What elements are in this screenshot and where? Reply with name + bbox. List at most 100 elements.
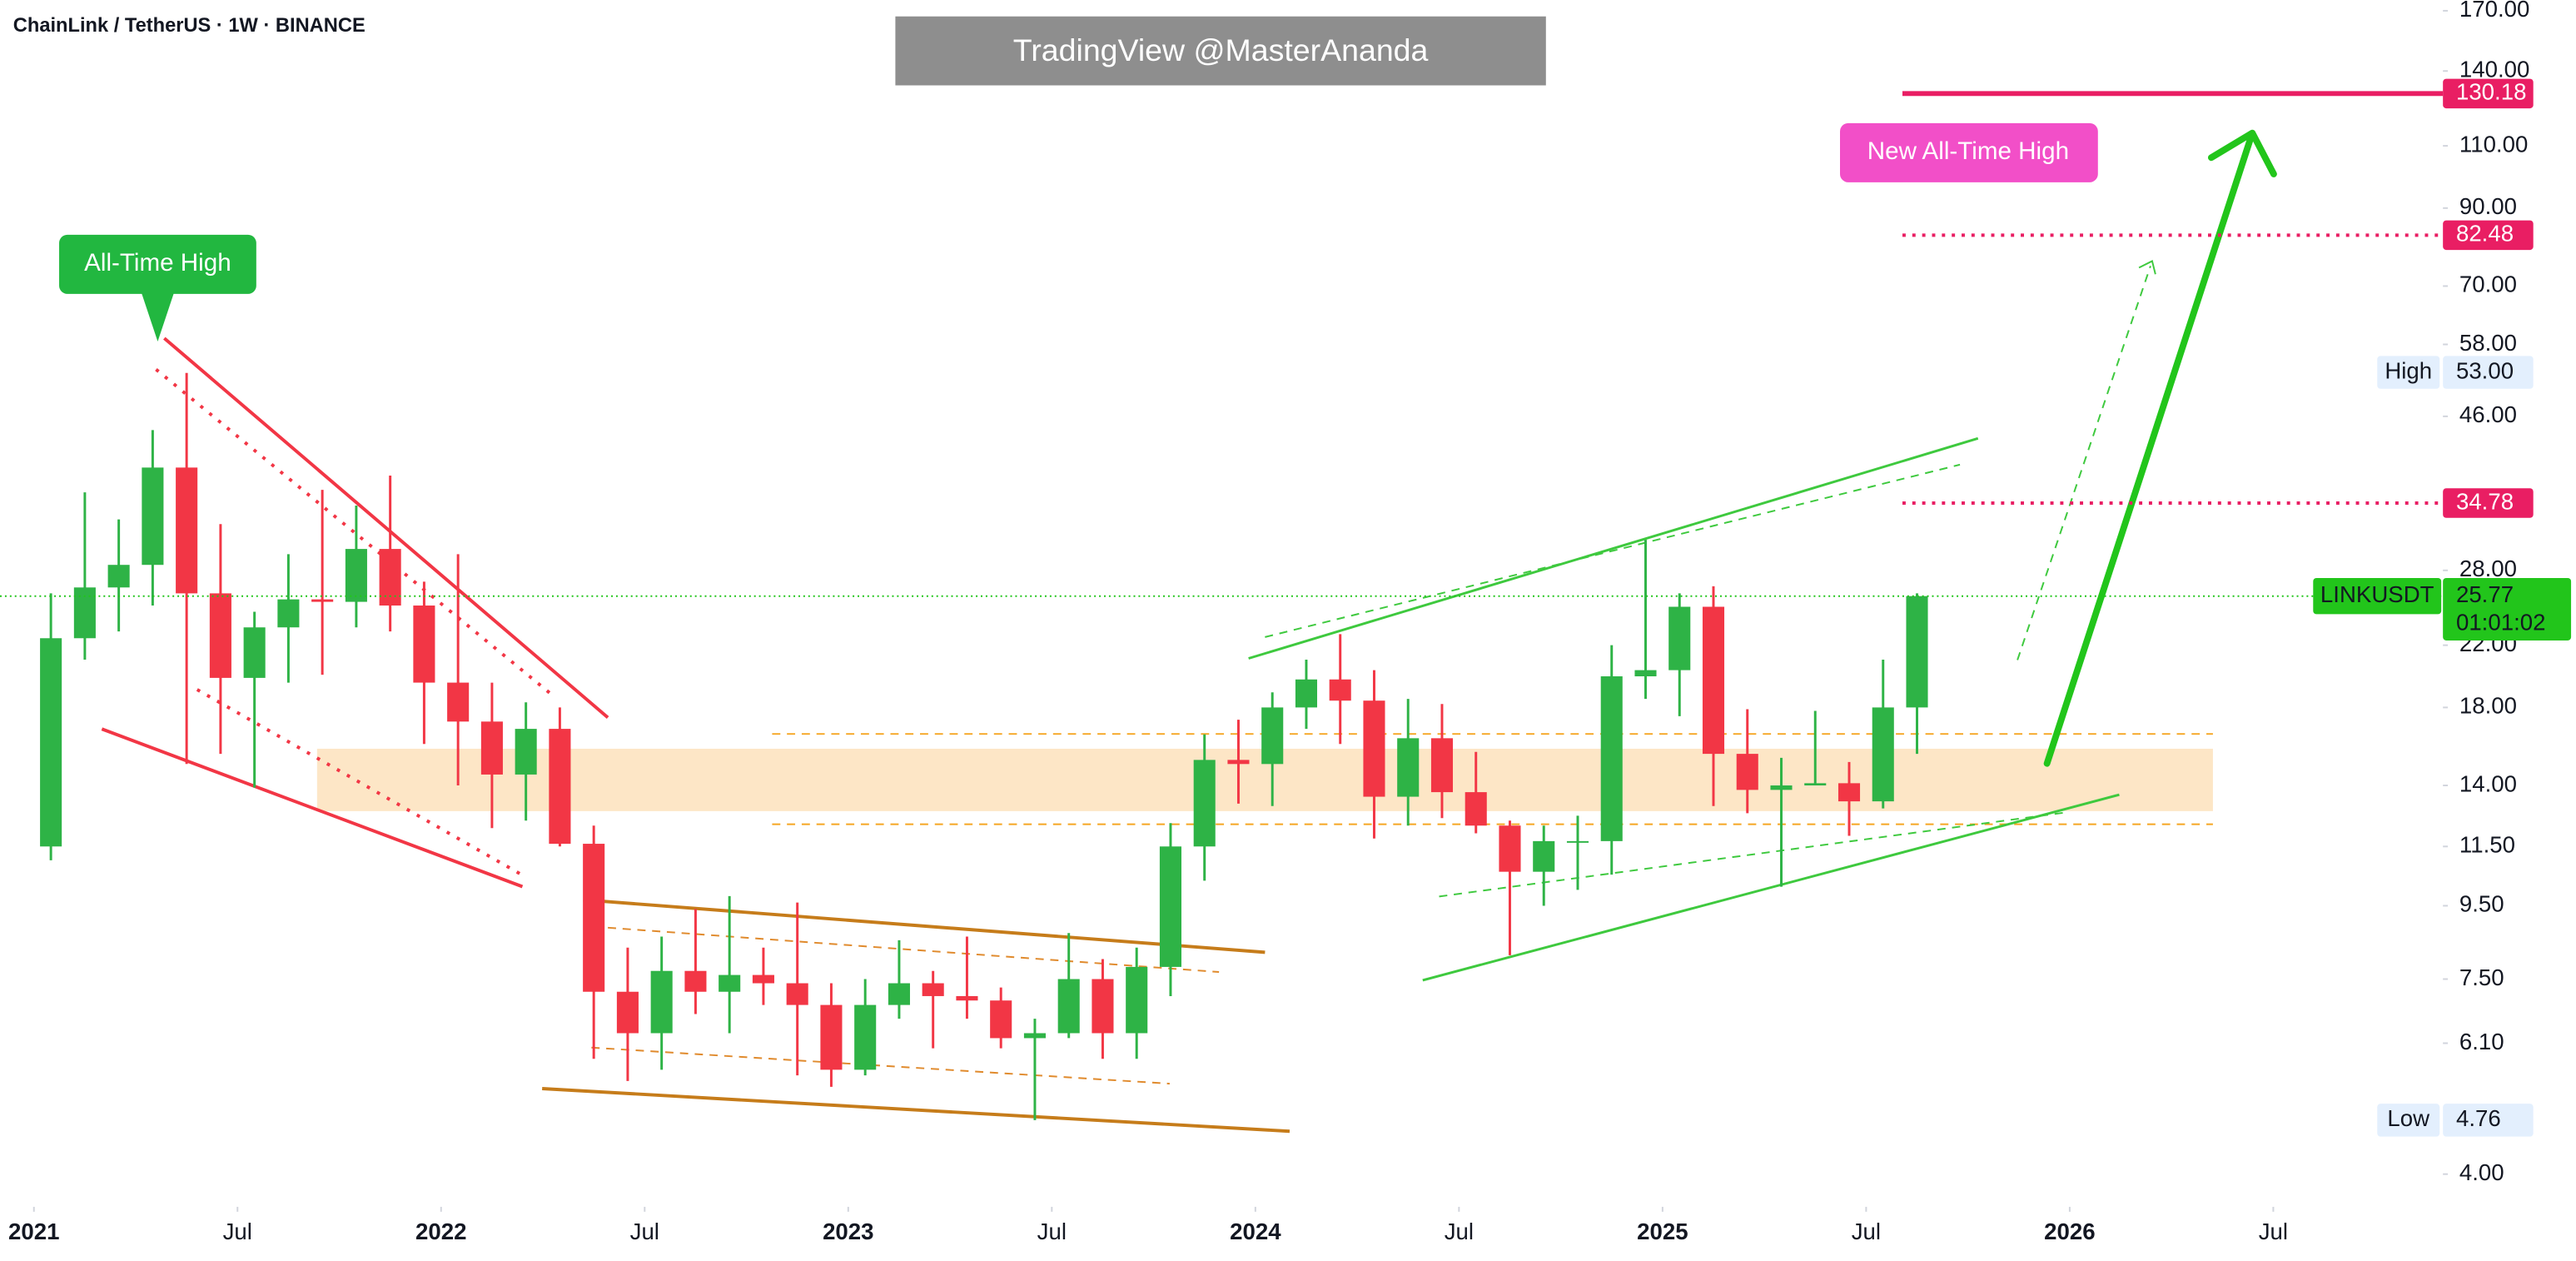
candle-body bbox=[616, 991, 639, 1034]
y-tick-label: 14.00 bbox=[2459, 770, 2517, 796]
candle-body bbox=[209, 593, 231, 678]
candles bbox=[40, 372, 1928, 1120]
callout-pointer bbox=[141, 292, 175, 342]
candle-body bbox=[176, 467, 198, 594]
candle-body bbox=[1227, 760, 1250, 765]
price-label-name: High bbox=[2385, 357, 2432, 383]
callout-text: All-Time High bbox=[84, 249, 231, 277]
candle-body bbox=[1397, 738, 1420, 797]
callout bbox=[59, 234, 256, 294]
watermark-box bbox=[895, 16, 1546, 86]
candle-body bbox=[40, 638, 62, 847]
projection-arrow-head bbox=[2138, 260, 2156, 275]
candle-body bbox=[1736, 754, 1758, 790]
candle-body bbox=[243, 627, 266, 678]
y-tick-label: 4.00 bbox=[2459, 1159, 2504, 1185]
trend-line bbox=[101, 727, 524, 889]
candle-body bbox=[684, 970, 707, 992]
candle-body bbox=[73, 587, 96, 639]
y-tick-label: 28.00 bbox=[2459, 556, 2517, 581]
level-badge bbox=[2443, 220, 2534, 251]
x-tick-label: 2024 bbox=[1230, 1219, 1281, 1244]
channel-line bbox=[1248, 436, 1979, 660]
x-tick-label: 2022 bbox=[415, 1219, 466, 1244]
price-label-name: Low bbox=[2387, 1105, 2429, 1131]
candle-body bbox=[1193, 760, 1216, 847]
last-price-badge bbox=[2443, 578, 2572, 640]
level-label: 130.18 bbox=[2456, 79, 2526, 105]
candle-body bbox=[1295, 679, 1318, 708]
candle-body bbox=[1023, 1033, 1046, 1039]
symbol-label: LINKUSDT bbox=[2320, 581, 2434, 607]
candle-body bbox=[1126, 966, 1148, 1034]
candle-body bbox=[1261, 707, 1284, 765]
y-tick-label: 170.00 bbox=[2459, 0, 2529, 22]
candle-body bbox=[480, 721, 503, 775]
candle-body bbox=[854, 1004, 877, 1070]
candle-body bbox=[142, 467, 164, 566]
x-tick-label: 2026 bbox=[2044, 1219, 2095, 1244]
last-price-label: 25.77 bbox=[2456, 581, 2514, 607]
watermark: TradingView @MasterAnanda bbox=[1013, 32, 1429, 67]
candle-body bbox=[1702, 606, 1725, 755]
y-tick-label: 6.10 bbox=[2459, 1029, 2504, 1054]
candle-body bbox=[1872, 707, 1894, 802]
price-label-value: 53.00 bbox=[2456, 357, 2514, 383]
candle-body bbox=[107, 565, 130, 588]
countdown-label: 01:01:02 bbox=[2456, 610, 2546, 635]
y-tick-label: 70.00 bbox=[2459, 272, 2517, 297]
candle-body bbox=[515, 729, 537, 775]
x-tick-label: Jul bbox=[1852, 1219, 1881, 1244]
candle-body bbox=[1533, 840, 1555, 872]
candle-body bbox=[447, 682, 470, 722]
candle-body bbox=[1363, 700, 1385, 797]
candle-body bbox=[1430, 738, 1454, 793]
candle-body bbox=[1329, 679, 1351, 701]
price-label-value: 4.76 bbox=[2456, 1105, 2501, 1131]
channel-line bbox=[591, 1046, 1170, 1085]
y-tick-label: 58.00 bbox=[2459, 330, 2517, 356]
candle-body bbox=[583, 844, 605, 992]
channel-line bbox=[1422, 793, 2120, 982]
candle-body bbox=[1770, 785, 1793, 790]
symbol-tag bbox=[2313, 578, 2442, 615]
candle-body bbox=[549, 729, 571, 845]
candle-body bbox=[1668, 606, 1691, 670]
trend-line bbox=[196, 688, 524, 877]
candle-body bbox=[1600, 676, 1623, 841]
axes: 4.006.107.509.5011.5014.0018.0022.0028.0… bbox=[8, 0, 2572, 1244]
candle-body bbox=[1159, 846, 1181, 967]
level-label: 34.78 bbox=[2456, 488, 2514, 514]
time-axis bbox=[0, 1206, 2576, 1261]
y-tick-label: 46.00 bbox=[2459, 401, 2517, 427]
x-tick-label: 2025 bbox=[1637, 1219, 1688, 1244]
y-tick-label: 9.50 bbox=[2459, 891, 2504, 917]
price-label-badge bbox=[2443, 1104, 2534, 1137]
callout-text: New All-Time High bbox=[1867, 137, 2069, 165]
target-arrow-head bbox=[2208, 129, 2277, 177]
candle-body bbox=[1499, 825, 1521, 872]
x-tick-label: 2021 bbox=[8, 1219, 59, 1244]
candle-body bbox=[277, 599, 300, 628]
level-label: 82.48 bbox=[2456, 221, 2514, 247]
level-badge bbox=[2443, 488, 2534, 518]
y-tick-label: 7.50 bbox=[2459, 964, 2504, 990]
candle-body bbox=[990, 1000, 1012, 1039]
y-tick-label: 110.00 bbox=[2459, 131, 2528, 157]
projection-arrow bbox=[2017, 266, 2151, 660]
x-tick-label: Jul bbox=[2259, 1219, 2288, 1244]
level-badge bbox=[2443, 78, 2534, 109]
channel-line bbox=[542, 1087, 1290, 1134]
x-tick-label: 2023 bbox=[823, 1219, 873, 1244]
channel-line bbox=[583, 898, 1266, 954]
candle-body bbox=[786, 983, 808, 1005]
candle-body bbox=[1092, 979, 1114, 1034]
x-tick-label: Jul bbox=[1445, 1219, 1474, 1244]
candle-body bbox=[1804, 783, 1827, 786]
candle-body bbox=[345, 549, 367, 602]
candle-body bbox=[1906, 596, 1928, 708]
target-arrow bbox=[2043, 134, 2255, 767]
